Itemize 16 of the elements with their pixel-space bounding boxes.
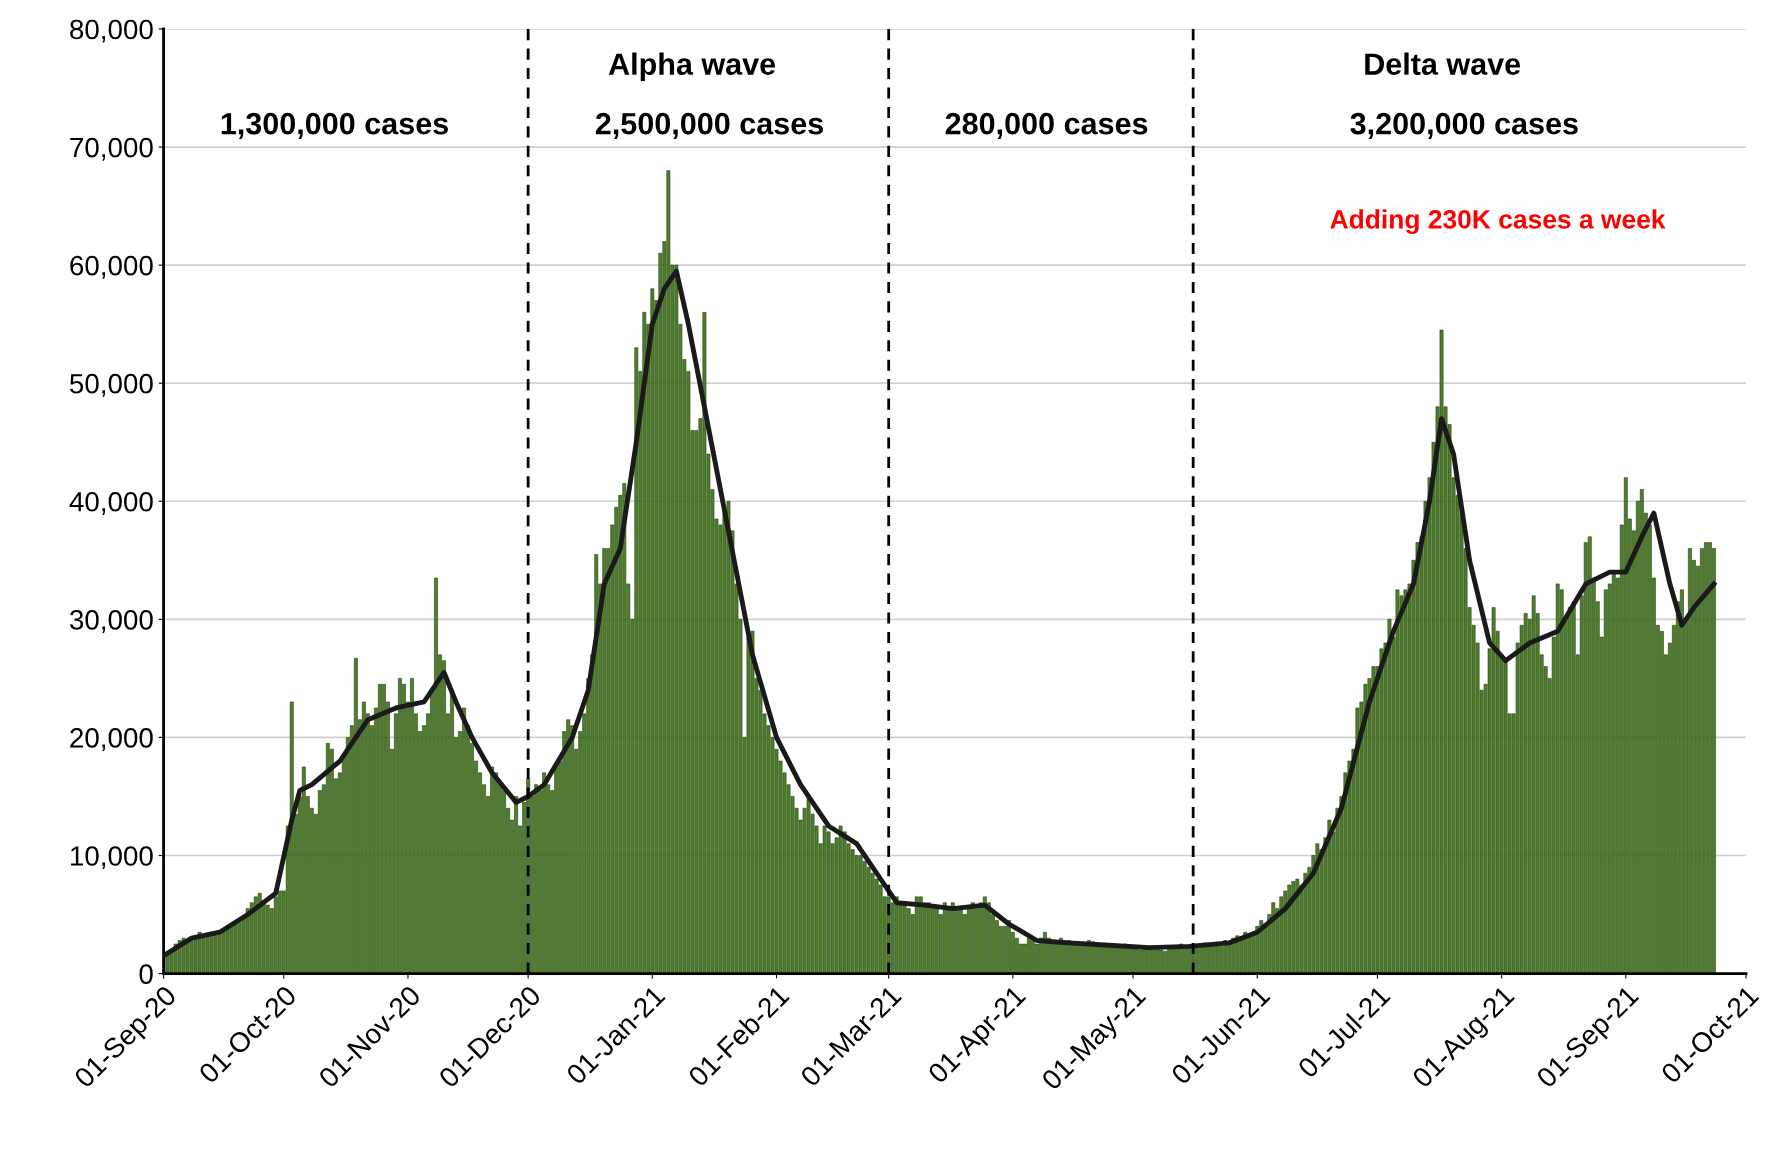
y-tick-label: 20,000 — [70, 728, 153, 752]
y-tick-label: 30,000 — [69, 610, 153, 633]
y-tick-label: 80,000 — [70, 19, 153, 43]
y-tick-label: 40,000 — [69, 491, 153, 515]
y-tick-label: 60,000 — [70, 255, 153, 279]
annotation: Delta wave — [1365, 52, 1521, 75]
y-tick-label: 10,000 — [71, 846, 153, 870]
y-tick-label: 50,000 — [70, 373, 153, 397]
annotation: Alpha wave — [608, 52, 776, 81]
annotation: 3,200,000 cases — [1350, 112, 1578, 139]
annotation: 1,300,000 cases — [221, 112, 448, 139]
y-tick-label: 70,000 — [70, 137, 153, 161]
annotation: 2,500,000 cases — [595, 112, 823, 139]
annotation: 280,000 cases — [945, 112, 1148, 139]
annotation: Adding 230K cases a week — [1330, 209, 1666, 235]
y-tick-label: 0 — [139, 964, 153, 984]
